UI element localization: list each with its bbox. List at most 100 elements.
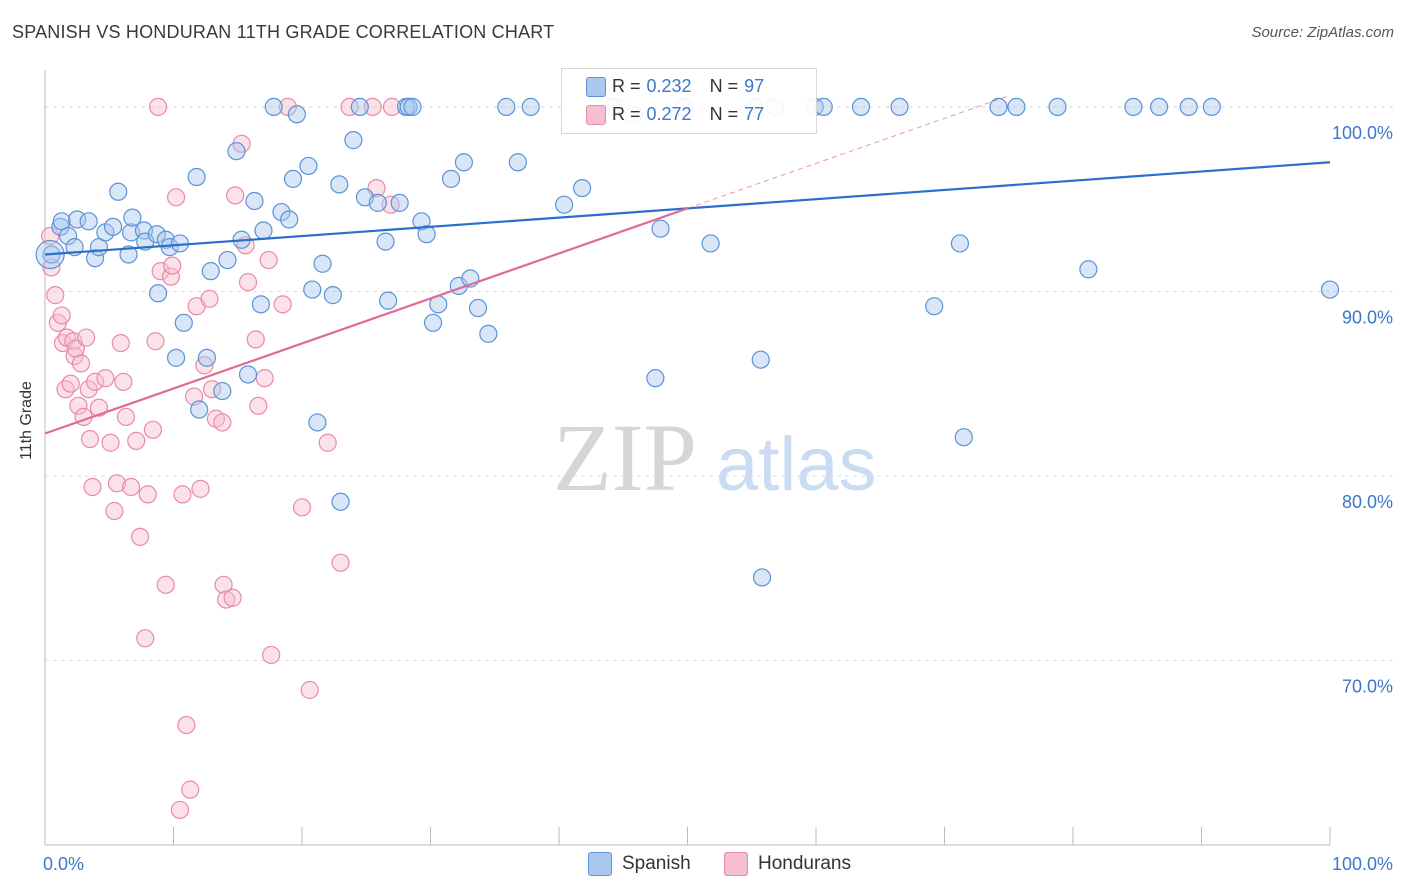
spanish-point <box>280 210 299 229</box>
honduran-point <box>79 380 98 399</box>
spanish-point <box>264 97 283 117</box>
spanish-point <box>390 193 409 212</box>
honduran-point <box>41 226 60 246</box>
honduran-point <box>77 328 96 347</box>
spanish-point <box>166 348 186 367</box>
honduran-point <box>61 374 80 393</box>
legend-label-hondurans: Hondurans <box>758 853 851 874</box>
spanish-point <box>147 225 166 244</box>
spanish-point <box>104 217 123 236</box>
honduran-point <box>223 588 242 607</box>
honduran-point <box>213 413 232 432</box>
spanish-point <box>299 156 318 176</box>
spanish-point <box>308 413 327 432</box>
honduran-point <box>107 474 127 493</box>
spanish-point <box>323 286 342 305</box>
honduran-point <box>262 645 281 665</box>
spanish-point <box>344 131 363 150</box>
spanish-point <box>218 250 237 270</box>
y-tick-label: 70.0% <box>1342 676 1393 696</box>
honduran-point <box>101 433 120 452</box>
spanish-point <box>350 97 369 117</box>
chart-source: Source: ZipAtlas.com <box>1251 24 1394 41</box>
spanish-point <box>313 254 332 273</box>
spanish-point <box>954 428 973 447</box>
spanish-point <box>245 191 264 211</box>
honduran-point <box>217 590 236 609</box>
honduran-point <box>146 332 165 351</box>
honduran-point <box>111 333 130 353</box>
honduran-point <box>69 396 88 415</box>
spanish-point <box>508 153 527 172</box>
honduran-point <box>114 372 133 391</box>
honduran-trend-line <box>44 207 688 435</box>
legend-swatch-hondurans <box>724 852 748 876</box>
honduran-trend-extension <box>687 95 1009 209</box>
honduran-point <box>86 372 105 391</box>
legend-item-hondurans[interactable]: Hondurans <box>724 852 851 876</box>
x-tick-label: 0.0% <box>43 854 84 874</box>
y-tick-label: 100.0% <box>1332 123 1393 143</box>
honduran-point <box>200 289 219 308</box>
spanish-point <box>187 167 206 187</box>
legend-n-value: 77 <box>744 103 765 124</box>
correlation-legend: R = 0.232 N = 97 R = 0.272 N = 77 <box>561 68 817 134</box>
trend-lines <box>44 95 1331 435</box>
spanish-point <box>1007 97 1026 117</box>
spanish-point <box>251 295 270 314</box>
watermark-zip: ZIP <box>553 404 697 511</box>
x-tick-label: 100.0% <box>1332 854 1393 874</box>
honduran-point <box>238 273 258 292</box>
spanish-point <box>303 280 322 299</box>
honduran-point <box>214 575 233 594</box>
spanish-point <box>59 226 78 246</box>
honduran-point <box>226 186 245 205</box>
spanish-point <box>651 219 670 238</box>
spanish-point <box>378 291 398 310</box>
honduran-point <box>163 256 182 275</box>
spanish-point <box>468 298 488 318</box>
spanish-point <box>441 169 461 188</box>
legend-n-label: N = <box>709 75 739 96</box>
spanish-point <box>174 313 193 332</box>
spanish-point <box>555 195 574 214</box>
honduran-point <box>255 369 274 388</box>
honduran-point <box>138 485 157 504</box>
spanish-point <box>752 568 772 587</box>
spanish-point <box>890 97 909 117</box>
spanish-point <box>521 97 540 117</box>
honduran-point <box>136 629 155 648</box>
spanish-point <box>1320 280 1340 299</box>
honduran-point <box>340 97 359 117</box>
spanish-point <box>479 324 498 343</box>
chart-title: SPANISH VS HONDURAN 11TH GRADE CORRELATI… <box>12 22 555 42</box>
spanish-point <box>1202 97 1221 117</box>
honduran-point <box>246 330 265 349</box>
spanish-point <box>423 313 443 332</box>
spanish-point <box>1124 97 1143 117</box>
spanish-point <box>283 169 303 188</box>
honduran-point <box>121 477 141 497</box>
spanish-point <box>119 245 138 264</box>
spanish-point <box>368 193 387 212</box>
honduran-point <box>273 295 292 314</box>
spanish-point <box>287 105 306 124</box>
spanish-point <box>148 284 168 303</box>
honduran-point <box>191 479 210 498</box>
spanish-point <box>814 97 833 117</box>
spanish-point <box>190 400 209 419</box>
spanish-point <box>851 97 871 117</box>
series-hondurans-points <box>41 97 626 820</box>
honduran-point <box>143 420 163 439</box>
spanish-point <box>646 369 665 388</box>
spanish-point <box>86 249 105 268</box>
honduran-point <box>173 485 192 504</box>
legend-r-label: R = <box>612 75 641 96</box>
honduran-point <box>65 346 84 366</box>
legend-row-spanish: R = 0.232 N = 97 <box>586 74 764 98</box>
legend-item-spanish[interactable]: Spanish <box>588 852 691 876</box>
honduran-point <box>130 527 150 546</box>
honduran-point <box>177 715 196 735</box>
spanish-point <box>1179 97 1198 117</box>
spanish-point <box>331 492 350 511</box>
